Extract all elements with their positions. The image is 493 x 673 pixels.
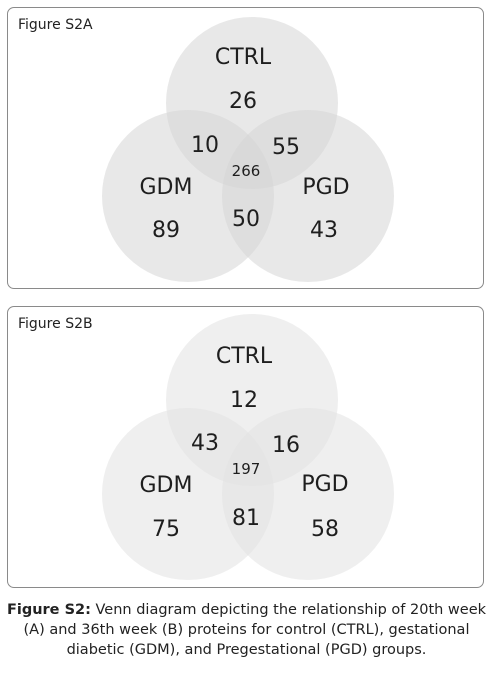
count-gdm-only: 75 bbox=[152, 517, 180, 542]
count-ctrl-only: 12 bbox=[230, 388, 258, 413]
set-label-pgd: PGD bbox=[301, 472, 348, 497]
venn-diagram-b: CTRL 12 43 16 197 GDM PGD 75 81 58 bbox=[102, 314, 394, 580]
circle-gdm bbox=[102, 110, 274, 282]
count-ctrl-gdm: 43 bbox=[191, 431, 219, 456]
set-label-ctrl: CTRL bbox=[215, 45, 272, 70]
circle-gdm bbox=[102, 408, 274, 580]
count-gdm-pgd: 50 bbox=[232, 207, 260, 232]
caption-lead: Figure S2: bbox=[6, 602, 91, 618]
count-pgd-only: 58 bbox=[311, 517, 339, 542]
figure-caption: Figure S2: Venn diagram depicting the re… bbox=[4, 600, 489, 660]
panel-label: Figure S2B bbox=[18, 316, 93, 332]
set-label-gdm: GDM bbox=[140, 175, 193, 200]
caption-text: Venn diagram depicting the relationship … bbox=[23, 602, 487, 658]
count-pgd-only: 43 bbox=[310, 218, 338, 243]
circle-pgd bbox=[222, 110, 394, 282]
circle-pgd bbox=[222, 408, 394, 580]
set-label-gdm: GDM bbox=[140, 473, 193, 498]
panel-label: Figure S2A bbox=[18, 17, 93, 33]
count-ctrl-pgd: 55 bbox=[272, 135, 300, 160]
set-label-pgd: PGD bbox=[302, 175, 349, 200]
venn-panel-a: Figure S2A CTRL 26 10 55 266 GDM PGD 89 … bbox=[7, 7, 484, 289]
set-label-ctrl: CTRL bbox=[216, 344, 273, 369]
count-ctrl-pgd: 16 bbox=[272, 433, 300, 458]
count-ctrl-only: 26 bbox=[229, 89, 257, 114]
count-all: 197 bbox=[232, 460, 261, 478]
venn-diagram-a: CTRL 26 10 55 266 GDM PGD 89 50 43 bbox=[102, 17, 394, 282]
count-ctrl-gdm: 10 bbox=[191, 133, 219, 158]
count-gdm-pgd: 81 bbox=[232, 506, 260, 531]
venn-panel-b: Figure S2B CTRL 12 43 16 197 GDM PGD 75 … bbox=[7, 306, 484, 588]
count-gdm-only: 89 bbox=[152, 218, 180, 243]
count-all: 266 bbox=[232, 162, 261, 180]
